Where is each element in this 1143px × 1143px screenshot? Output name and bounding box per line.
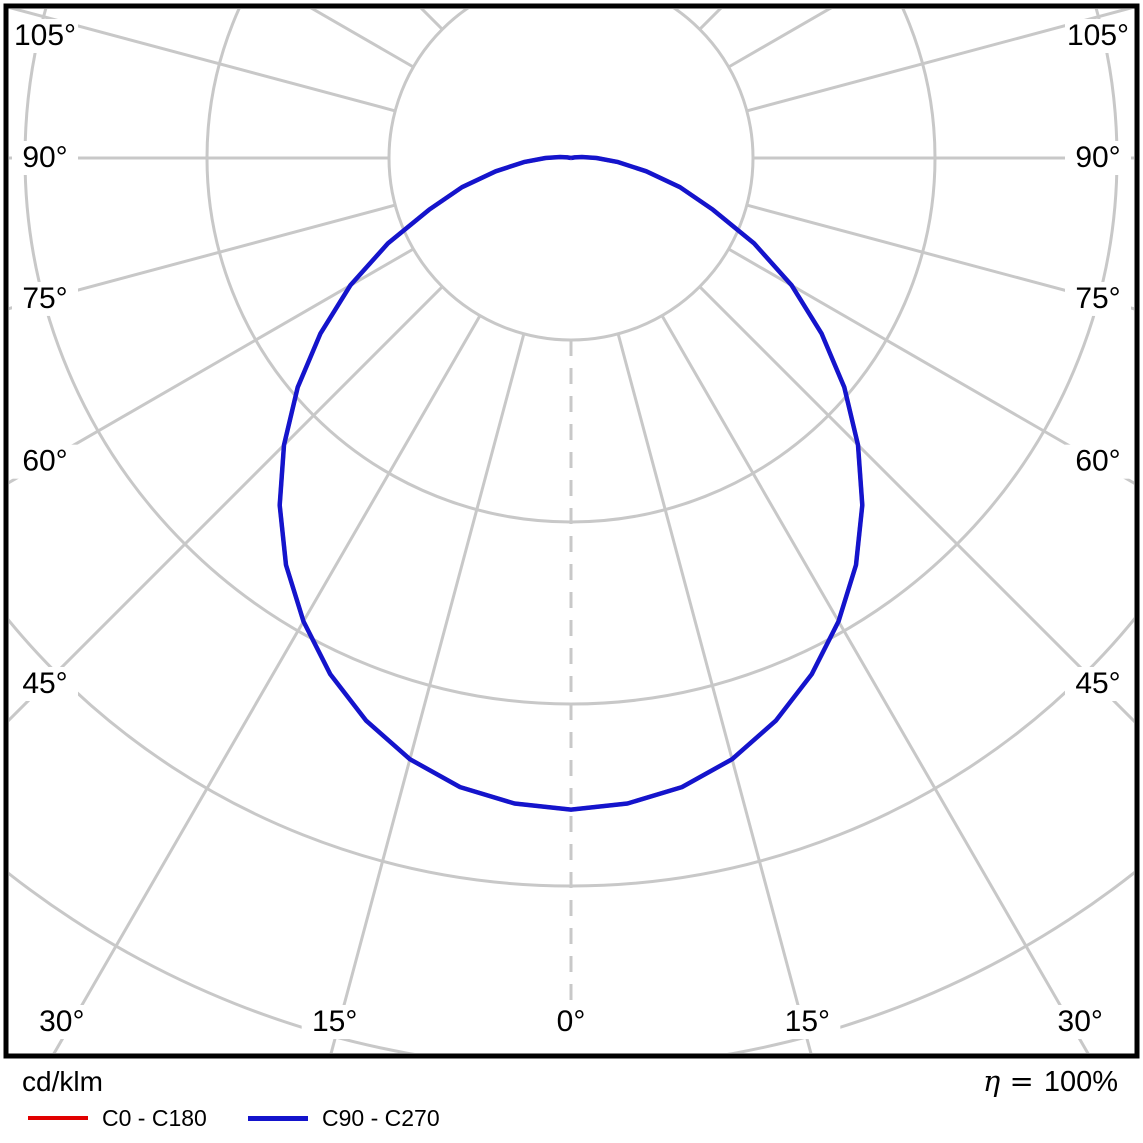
polar-chart-area: 105° 105° 90° 90° 75° 75° 60° 60° 45° 45° 30° 30° 15… [3,3,1140,1059]
label-pad [1047,1005,1114,1039]
label-pad [1065,281,1131,316]
radial-line [52,314,482,1053]
angle-label: 0° [557,1005,586,1038]
radial-line [9,285,444,723]
polar-chart-canvas: 105° 105° 90° 90° 75° 75° 60° 60° 45° 45° 30° 30° 15… [3,3,1140,1059]
radial-line [9,9,396,113]
radial-line [727,247,1134,485]
label-pad [12,141,78,175]
angle-label: 15° [312,1005,357,1038]
units-label: cd/klm [22,1066,103,1097]
label-pad [774,1005,841,1039]
label-pad [301,1005,368,1039]
angle-label: 45° [22,667,67,700]
radial-line [9,247,415,485]
eta-value: 100% [1043,1066,1118,1098]
label-pad [12,19,78,53]
angle-label: 90° [1075,141,1120,174]
chart-border [3,3,1140,1059]
radial-line [616,333,813,1053]
eta-symbol: η = [982,1064,1034,1098]
legend-item-c90-c270: C90 - C270 [248,1103,440,1133]
legend-item-c0-c180: C0 - C180 [28,1103,207,1133]
label-pad [1065,667,1131,701]
label-pad [12,667,78,701]
angle-label: 90° [22,141,67,174]
radial-line [698,285,1134,724]
angle-labels: 105° 105° 90° 90° 75° 75° 60° 60° 45° 45° 30° 30° 15… [12,19,1131,1039]
angle-label: 75° [1075,282,1120,315]
legend-line-c0-c180 [28,1116,88,1120]
angle-label: 45° [1075,667,1120,700]
label-pad [28,1005,95,1039]
legend-line-c90-c270 [248,1115,308,1121]
label-pad [12,444,78,479]
series-curve-1 [277,154,865,812]
angle-label: 60° [1075,445,1120,478]
angle-label: 105° [14,19,76,52]
label-pad [12,281,78,316]
angle-label: 30° [1058,1005,1103,1038]
radial-line [746,203,1134,311]
legend-label-c0-c180: C0 - C180 [102,1104,207,1131]
angle-label: 15° [785,1005,830,1038]
radial-line [660,314,1090,1053]
radial-line [9,203,396,311]
angle-label: 60° [22,445,67,478]
radial-line [329,333,526,1053]
legend-label-c90-c270: C90 - C270 [322,1104,440,1131]
label-pad [1065,19,1131,53]
angle-label: 105° [1067,19,1129,52]
label-pad [1065,141,1131,175]
label-pad [1065,444,1131,479]
series-curves [277,154,865,812]
label-pad [538,1005,604,1039]
angle-label: 30° [39,1005,84,1038]
radial-line [746,9,1133,113]
angle-label: 75° [22,282,67,315]
efficiency-label: η = 100% [983,1064,1118,1099]
